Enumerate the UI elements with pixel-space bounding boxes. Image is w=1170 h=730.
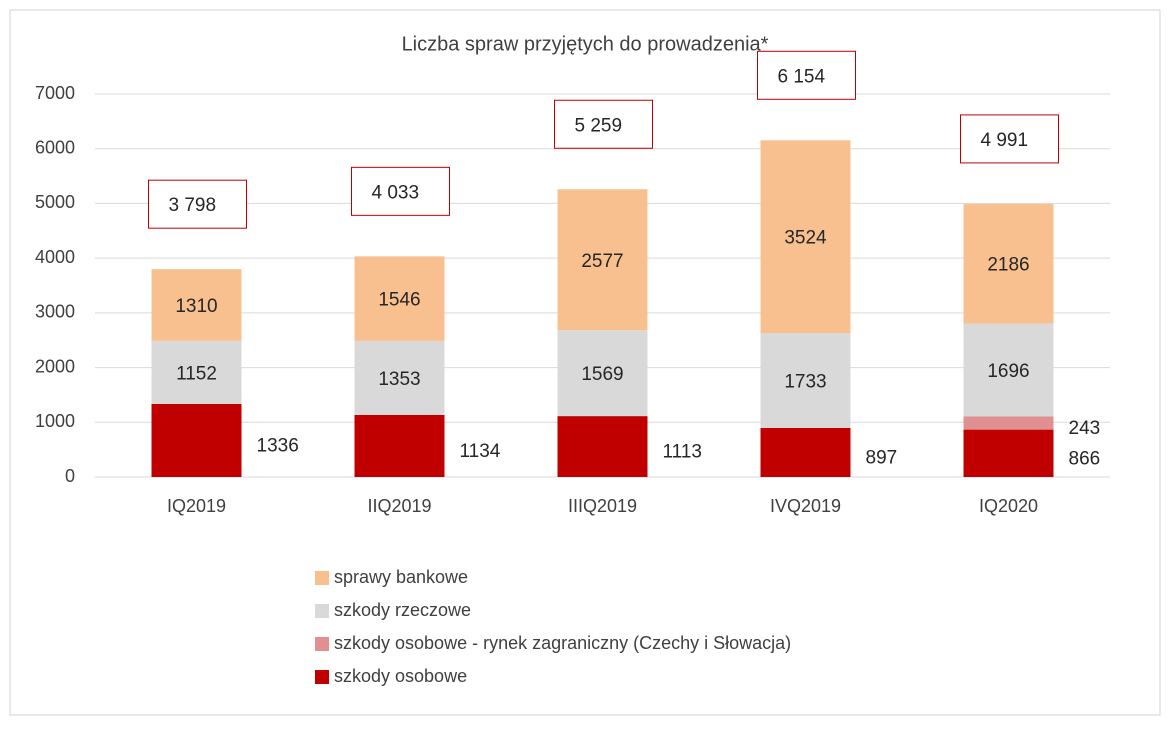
bar-segment <box>354 414 445 477</box>
y-tick-label: 5000 <box>35 192 75 212</box>
data-label: 2577 <box>581 251 623 272</box>
legend-label: szkody rzeczowe <box>334 600 471 620</box>
y-tick-label: 6000 <box>35 137 75 157</box>
bar-segment <box>963 203 1054 324</box>
data-label: 1152 <box>176 363 217 384</box>
legend-label: sprawy bankowe <box>334 567 468 587</box>
bar-segment <box>354 256 445 341</box>
data-label: 1113 <box>663 442 702 463</box>
total-box <box>554 99 653 149</box>
legend-label: szkody osobowe - rynek zagraniczny (Czec… <box>334 633 791 653</box>
legend-label: szkody osobowe <box>334 666 467 686</box>
x-tick-label: IIQ2019 <box>367 496 431 516</box>
y-tick-label: 7000 <box>35 83 75 103</box>
bar-segment <box>151 340 242 404</box>
total-label: 4 991 <box>981 130 1029 151</box>
total-box <box>960 114 1059 164</box>
total-box <box>351 166 450 216</box>
total-label: 5 259 <box>575 115 623 136</box>
y-tick-label: 0 <box>65 466 75 486</box>
data-label: 243 <box>1069 418 1101 439</box>
bar-segment <box>963 429 1054 477</box>
x-tick-label: IVQ2019 <box>770 496 841 516</box>
data-label: 1696 <box>987 361 1029 382</box>
bar-segment <box>557 189 648 331</box>
data-label: 1336 <box>257 435 299 456</box>
bar-segment <box>760 427 851 477</box>
x-tick-label: IQ2020 <box>979 496 1038 516</box>
y-tick-label: 4000 <box>35 247 75 267</box>
total-label: 4 033 <box>372 182 420 203</box>
data-label: 3524 <box>784 228 827 249</box>
total-label: 6 154 <box>778 66 826 87</box>
x-tick-label: IQ2019 <box>167 496 226 516</box>
bar-segment <box>760 333 851 428</box>
bar-segment <box>557 330 648 417</box>
total-box <box>148 179 247 229</box>
bar-segment <box>963 323 1054 417</box>
bar-segment <box>151 403 242 477</box>
data-label: 1310 <box>175 296 217 317</box>
data-label: 866 <box>1069 448 1101 469</box>
bar-segment <box>760 140 851 334</box>
bar-segment <box>963 416 1054 430</box>
data-label: 1134 <box>460 441 501 462</box>
y-tick-label: 2000 <box>35 356 75 376</box>
y-tick-label: 1000 <box>35 411 75 431</box>
data-label: 897 <box>866 447 898 468</box>
legend-swatch <box>315 604 329 618</box>
legend-swatch <box>315 670 329 684</box>
y-tick-label: 3000 <box>35 302 75 322</box>
bar-segment <box>557 416 648 477</box>
chart-title: Liczba spraw przyjętych do prowadzenia* <box>402 33 769 55</box>
legend-swatch <box>315 571 329 585</box>
total-box <box>757 50 856 100</box>
bar-segment <box>151 269 242 341</box>
legend-swatch <box>315 637 329 651</box>
total-label: 3 798 <box>169 195 217 216</box>
data-label: 2186 <box>987 255 1029 276</box>
data-label: 1733 <box>784 372 826 393</box>
bar-segment <box>354 340 445 415</box>
data-label: 1353 <box>378 369 420 390</box>
data-label: 1569 <box>581 364 623 385</box>
x-tick-label: IIIQ2019 <box>568 496 637 516</box>
data-label: 1546 <box>378 290 420 311</box>
